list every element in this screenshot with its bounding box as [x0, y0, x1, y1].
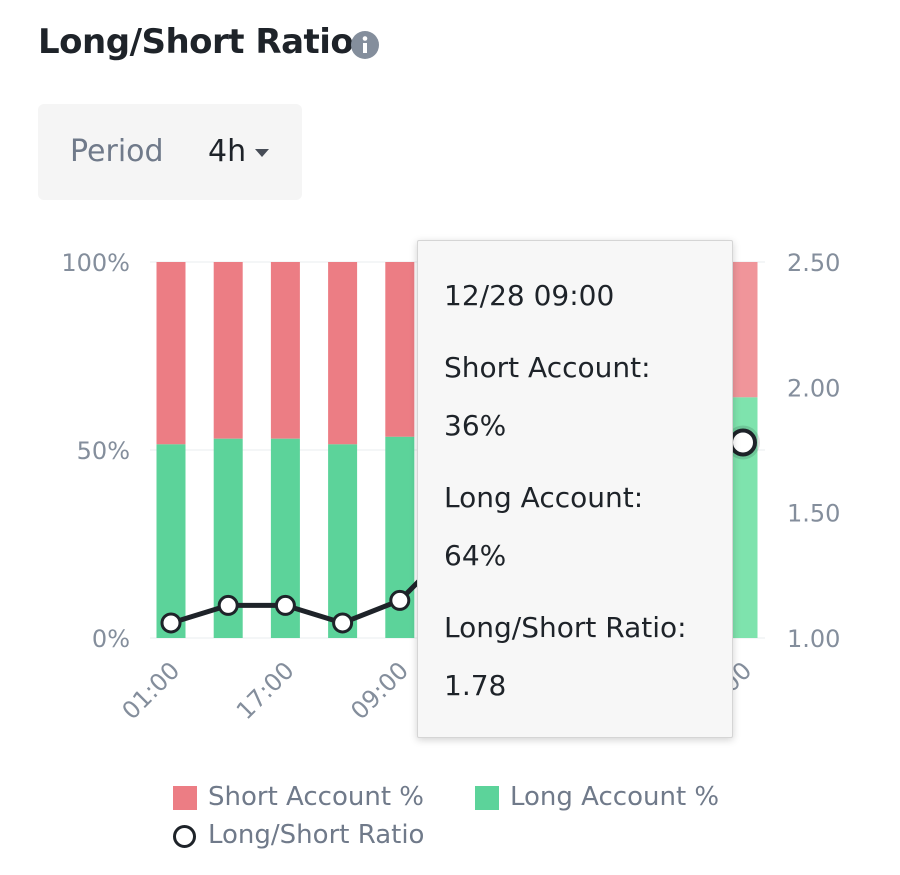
- period-selector[interactable]: Period 4h: [38, 104, 302, 200]
- right-tick-label: 1.00: [787, 625, 840, 653]
- bar-long: [328, 444, 358, 638]
- right-tick-label: 2.50: [787, 249, 840, 277]
- left-tick-label: 50%: [77, 437, 130, 465]
- legend-short[interactable]: Short Account %: [208, 782, 424, 812]
- bar-short: [385, 262, 415, 437]
- ratio-point: [160, 612, 182, 634]
- period-value[interactable]: 4h: [208, 134, 247, 169]
- ratio-point: [332, 612, 354, 634]
- left-tick-label: 0%: [92, 625, 130, 653]
- x-tick-label: 09:00: [345, 656, 414, 725]
- tooltip-long-value: 64%: [444, 539, 507, 572]
- info-icon[interactable]: [350, 30, 380, 60]
- tooltip-ratio-label: Long/Short Ratio:: [444, 611, 687, 644]
- legend-short-swatch: [173, 786, 197, 810]
- chevron-down-icon[interactable]: [255, 149, 269, 157]
- x-tick-label: 01:00: [117, 656, 186, 725]
- left-tick-label: 100%: [61, 249, 130, 277]
- bar-short: [270, 262, 300, 439]
- left-axis: 100% 50% 0%: [61, 249, 130, 653]
- bar-long: [156, 444, 186, 638]
- ratio-point: [389, 589, 411, 611]
- tooltip-short-label: Short Account:: [444, 351, 651, 384]
- right-tick-label: 2.00: [787, 374, 840, 402]
- ratio-point: [274, 594, 296, 616]
- tooltip-short-value: 36%: [444, 409, 507, 442]
- tooltip-long-label: Long Account:: [444, 481, 644, 514]
- ratio-point-active: [729, 428, 757, 457]
- bar-short: [328, 262, 358, 445]
- bar-short: [213, 262, 243, 439]
- right-axis: 2.50 2.00 1.50 1.00: [787, 249, 840, 653]
- period-label: Period: [70, 134, 164, 169]
- legend-long-swatch: [475, 786, 499, 810]
- tooltip-ratio-value: 1.78: [444, 669, 507, 702]
- ratio-point: [217, 594, 239, 616]
- bar-short: [156, 262, 186, 445]
- x-tick-label: 17:00: [231, 656, 300, 725]
- tooltip: 12/28 09:00 Short Account: 36% Long Acco…: [417, 240, 733, 738]
- bar-short: [728, 262, 758, 398]
- legend-ratio-marker: [173, 825, 196, 848]
- page-title: Long/Short Ratio: [38, 22, 354, 62]
- legend-long[interactable]: Long Account %: [510, 782, 720, 812]
- right-tick-label: 1.50: [787, 500, 840, 528]
- legend-ratio[interactable]: Long/Short Ratio: [208, 820, 425, 850]
- tooltip-date: 12/28 09:00: [444, 279, 615, 312]
